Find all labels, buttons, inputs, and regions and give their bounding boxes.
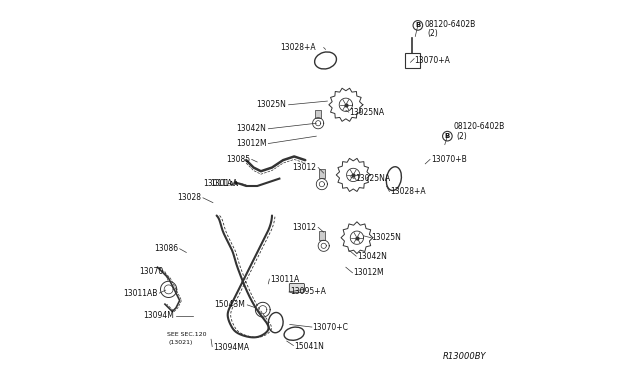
- Text: 13025N: 13025N: [372, 233, 401, 242]
- Text: 13085: 13085: [226, 155, 250, 164]
- Text: 08120-6402B: 08120-6402B: [424, 20, 476, 29]
- Text: 13028+A: 13028+A: [280, 43, 316, 52]
- Bar: [405, 53, 420, 68]
- Text: 13086: 13086: [154, 244, 178, 253]
- Text: 13025NA: 13025NA: [355, 174, 390, 183]
- FancyBboxPatch shape: [289, 283, 305, 292]
- Text: 13011A: 13011A: [270, 275, 300, 283]
- Bar: [319, 169, 324, 177]
- Text: 13012M: 13012M: [353, 268, 384, 277]
- Text: 13012: 13012: [292, 163, 316, 172]
- Bar: [316, 110, 321, 118]
- Text: 13028+A: 13028+A: [390, 187, 426, 196]
- Text: 13011AA: 13011AA: [204, 179, 238, 187]
- Text: 13070+A: 13070+A: [414, 56, 450, 65]
- Text: 13070+B: 13070+B: [431, 155, 467, 164]
- Text: 08120-6402B: 08120-6402B: [454, 122, 505, 131]
- Text: 13011AB: 13011AB: [123, 289, 157, 298]
- Text: 13070+C: 13070+C: [312, 323, 349, 331]
- Text: 1301ᴀᴀ: 1301ᴀᴀ: [210, 179, 238, 187]
- Text: SEE SEC.120: SEE SEC.120: [167, 332, 206, 337]
- Text: 13025NA: 13025NA: [349, 108, 385, 117]
- Text: 13094MA: 13094MA: [213, 343, 249, 352]
- Text: (2): (2): [427, 29, 438, 38]
- Text: 15041N: 15041N: [294, 342, 324, 351]
- Text: 13095+A: 13095+A: [290, 288, 326, 296]
- Text: 13042N: 13042N: [237, 124, 266, 133]
- Text: 13012: 13012: [292, 223, 316, 232]
- Text: 13012M: 13012M: [236, 139, 266, 148]
- Text: 13094M: 13094M: [143, 311, 174, 320]
- Bar: [319, 231, 324, 240]
- Text: B: B: [415, 22, 420, 28]
- Text: 15043M: 15043M: [214, 300, 245, 310]
- Text: 13028: 13028: [177, 193, 201, 202]
- Text: 13025N: 13025N: [256, 100, 286, 109]
- Text: (13021): (13021): [168, 340, 193, 346]
- Text: R13000BY: R13000BY: [443, 352, 486, 361]
- Text: 13042N: 13042N: [357, 251, 387, 261]
- Text: (2): (2): [456, 132, 467, 141]
- Text: B: B: [445, 133, 450, 139]
- Text: 13070: 13070: [139, 267, 163, 276]
